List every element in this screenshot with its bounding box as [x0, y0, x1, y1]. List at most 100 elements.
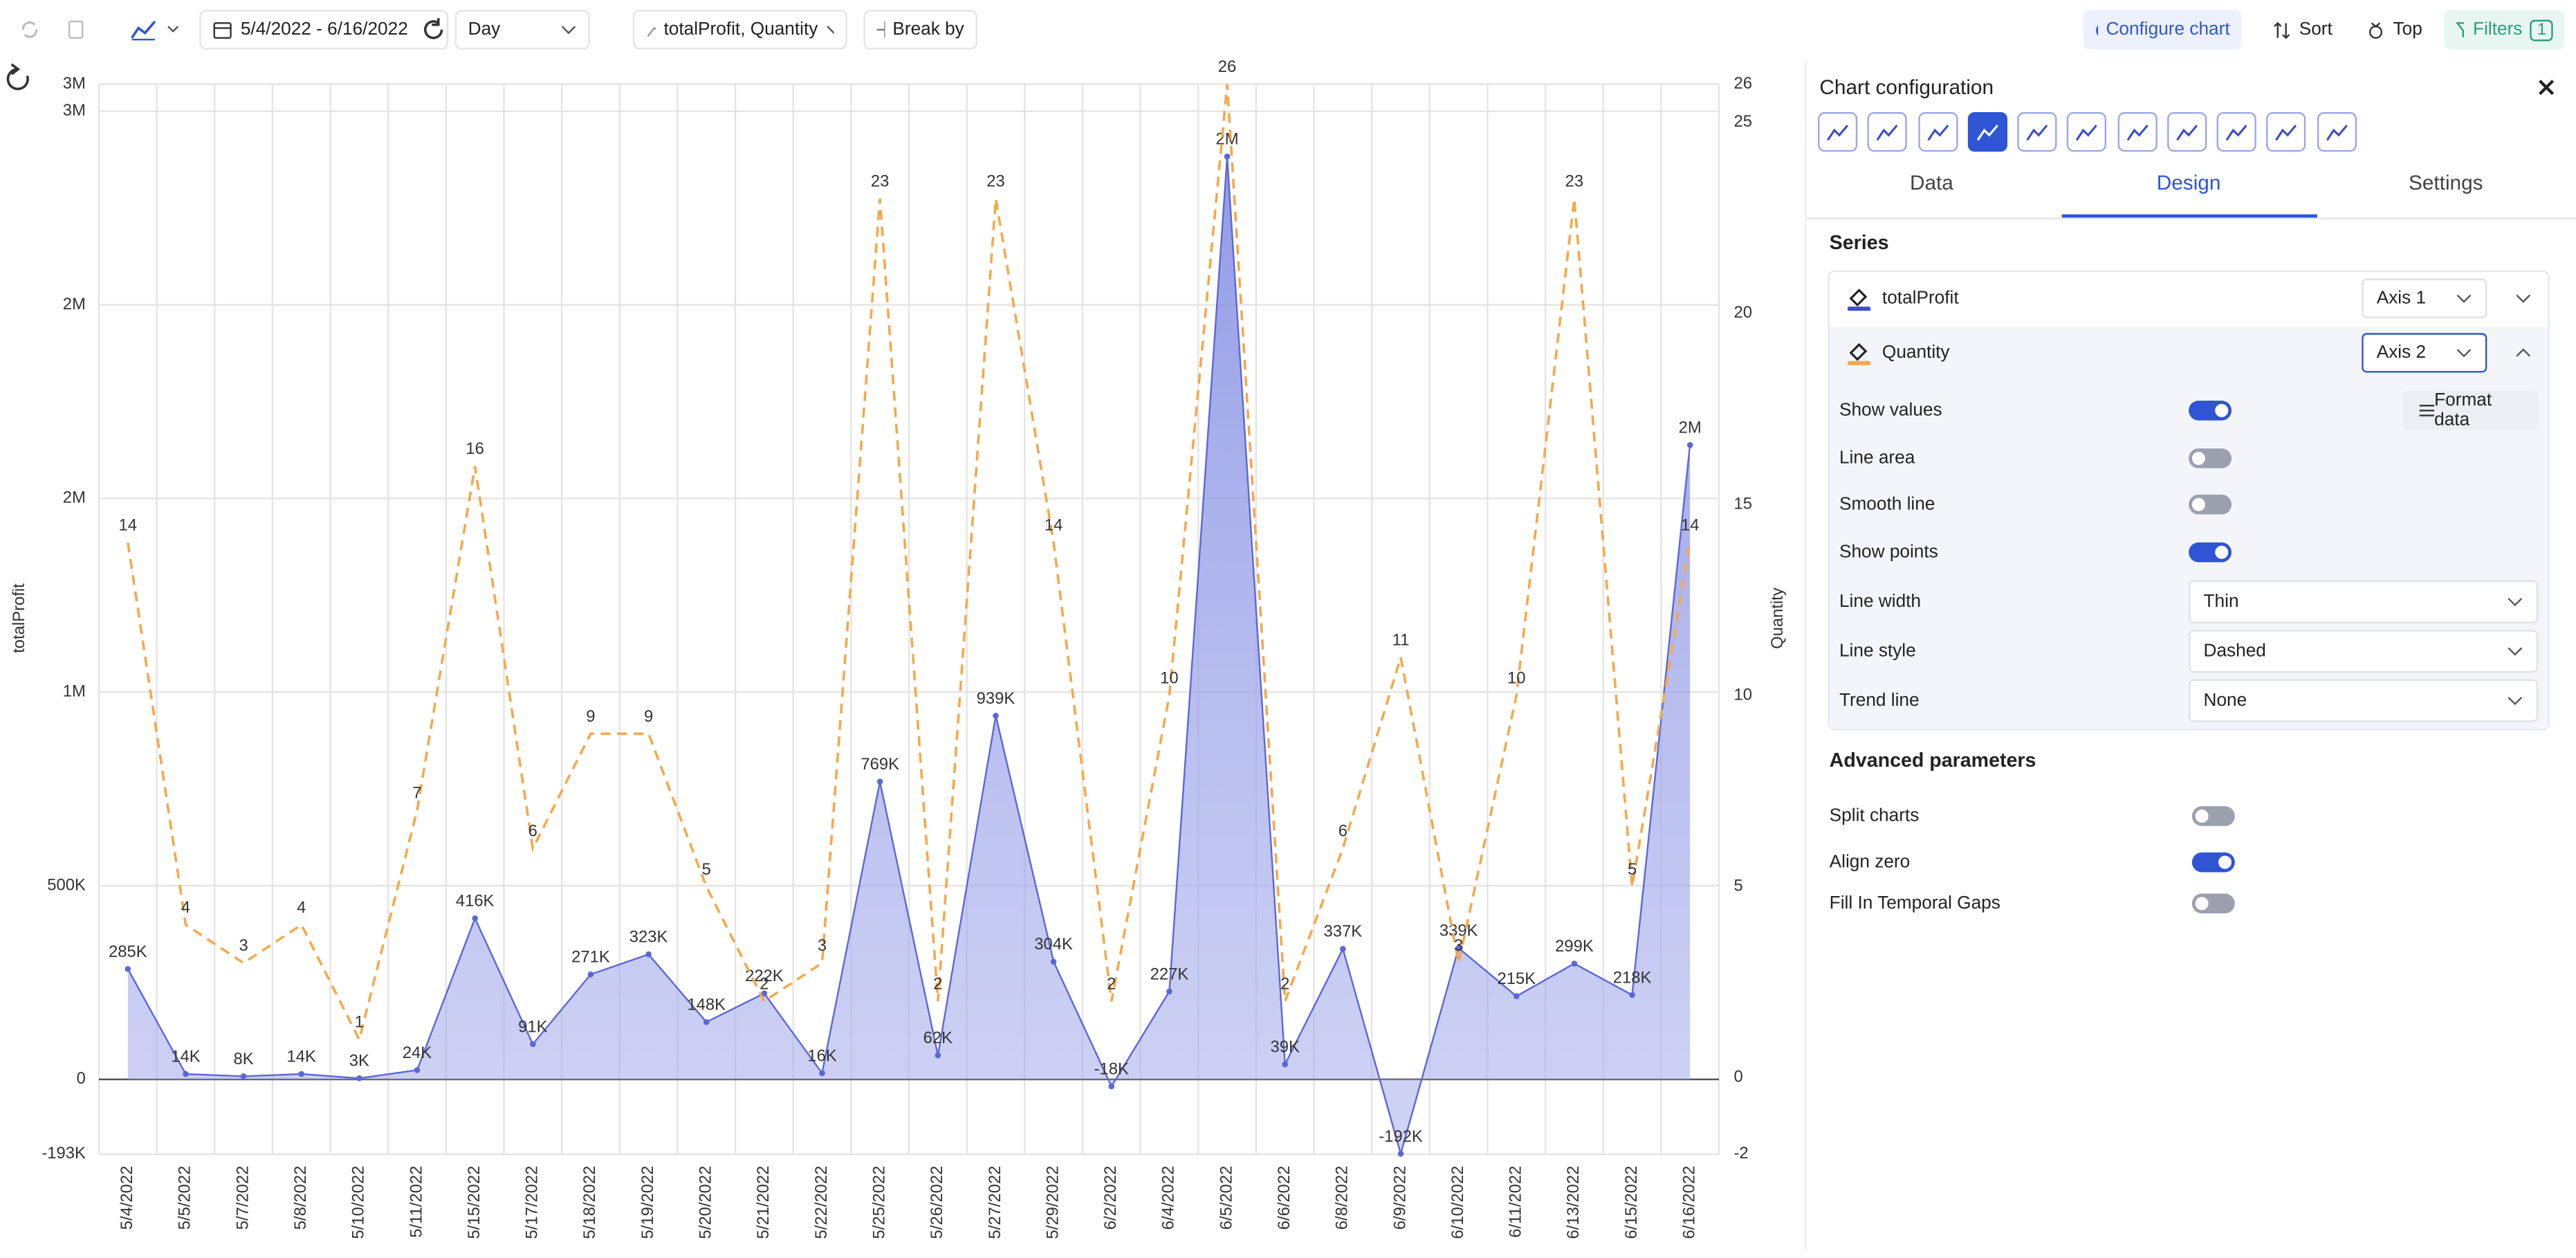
toggle[interactable] [2189, 400, 2232, 421]
select-value: None [2203, 691, 2247, 711]
value-label: 2 [760, 974, 769, 993]
toggle[interactable] [2189, 542, 2232, 563]
value-label: 7 [412, 783, 421, 802]
tab[interactable]: Settings [2408, 171, 2483, 195]
filters[interactable]: Filters 1 [2444, 10, 2565, 50]
value-label: 9 [644, 707, 653, 726]
format-data[interactable]: Format data [2402, 390, 2539, 430]
x-tick-label: 6/13/2022 [1564, 1166, 1583, 1239]
toggle[interactable] [2191, 806, 2235, 826]
date-text: 5/4/2022 - 6/16/2022 [240, 19, 408, 40]
x-tick-label: 5/17/2022 [523, 1166, 542, 1239]
point [645, 951, 652, 958]
x-tick-label: 6/10/2022 [1448, 1166, 1467, 1239]
measures-select[interactable]: totalProfit, Quantity [632, 10, 847, 50]
filters-text: Filters [2473, 19, 2523, 40]
option-select[interactable]: Dashed [2189, 630, 2539, 673]
y2-tick-label: 5 [1733, 877, 1742, 895]
series-box [1828, 270, 2550, 731]
y2-tick-label: 0 [1733, 1068, 1742, 1086]
sort[interactable]: Sort [2261, 10, 2344, 49]
value-label: 304K [1034, 935, 1073, 954]
top[interactable]: Top [2355, 10, 2434, 49]
configure-chart[interactable]: Configure chart [2083, 10, 2242, 50]
y-tick-label: 3M [63, 101, 86, 120]
value-label: 62K [923, 1029, 953, 1048]
close[interactable] [2538, 79, 2555, 95]
point [587, 971, 594, 978]
break-by[interactable]: Break by [863, 10, 977, 50]
chart-type-icon[interactable] [2117, 112, 2158, 152]
y2-tick-label: 15 [1733, 494, 1751, 513]
value-label: 148K [687, 996, 726, 1014]
clipboard[interactable] [53, 10, 99, 49]
area [127, 156, 1691, 1154]
axis-value: Axis 2 [2376, 343, 2427, 363]
chart-type-icon[interactable] [2066, 112, 2106, 152]
date-range[interactable]: 5/4/2022 - 6/16/2022 [199, 10, 449, 50]
granularity-select[interactable]: Day [454, 10, 590, 50]
value-label: 299K [1555, 937, 1594, 956]
series-color[interactable] [1846, 285, 1873, 311]
value-label: 23 [1565, 172, 1583, 191]
value-label: 39K [1271, 1038, 1300, 1057]
break-by-text: Break by [892, 19, 964, 40]
select-value: Dashed [2203, 641, 2266, 662]
x-tick-label: 5/10/2022 [349, 1166, 368, 1239]
chart-type-icon[interactable] [2017, 112, 2057, 152]
advanced-heading: Advanced parameters [1829, 748, 2036, 772]
point [1686, 441, 1693, 448]
option-select[interactable]: None [2189, 679, 2539, 722]
y-tick-label: 0 [77, 1069, 86, 1088]
value-label: 2 [1280, 974, 1289, 993]
value-label: 5 [1628, 860, 1637, 879]
y-tick-label: -193K [42, 1144, 86, 1163]
chart-type-icon[interactable] [2216, 112, 2256, 152]
x-tick-label: 5/5/2022 [176, 1166, 194, 1230]
toggle[interactable] [2191, 852, 2235, 873]
refresh[interactable] [409, 10, 458, 49]
axis-select[interactable]: Axis 1 [2362, 278, 2487, 318]
value-label: 769K [861, 755, 899, 774]
sort-text: Sort [2299, 19, 2333, 40]
expand[interactable] [2515, 292, 2532, 305]
configure-text: Configure chart [2106, 19, 2230, 40]
point [819, 1070, 825, 1077]
point [414, 1067, 421, 1073]
series-name: Quantity [1882, 343, 1950, 363]
x-tick-label: 5/21/2022 [754, 1166, 773, 1239]
chart-type-icon[interactable] [1918, 112, 1958, 152]
collapse[interactable] [2515, 346, 2532, 359]
point [1629, 992, 1635, 999]
reload-chart[interactable] [6, 63, 29, 91]
tab[interactable]: Design [2156, 171, 2221, 195]
axis-select[interactable]: Axis 2 [2362, 333, 2487, 373]
value-label: -18K [1094, 1059, 1129, 1078]
x-tick-label: 5/22/2022 [812, 1166, 831, 1239]
y-axis-title: totalProfit [10, 583, 28, 653]
point [1166, 988, 1172, 995]
tab[interactable]: Data [1909, 171, 1953, 195]
x-tick-label: 6/4/2022 [1159, 1166, 1178, 1230]
chart-type-icon[interactable] [2266, 112, 2306, 152]
value-label: 416K [456, 892, 495, 911]
chart-type-icon[interactable] [1867, 112, 1907, 152]
value-label: 24K [403, 1043, 432, 1062]
value-label: 2 [1107, 974, 1116, 993]
point [1108, 1083, 1115, 1090]
granularity: Day [468, 19, 501, 40]
toggle[interactable] [2189, 448, 2232, 468]
chart-type-icon[interactable] [2317, 112, 2357, 152]
option-select[interactable]: Thin [2189, 580, 2539, 623]
chart-type-icon[interactable] [2167, 112, 2207, 152]
chart-type-icon[interactable] [1967, 112, 2008, 152]
toggle[interactable] [2189, 494, 2232, 515]
point [993, 713, 999, 719]
undo[interactable] [7, 10, 53, 49]
toggle[interactable] [2191, 893, 2235, 914]
chart-type[interactable] [119, 10, 192, 49]
value-label: 3 [818, 936, 827, 955]
chart-type-icon[interactable] [1818, 112, 1858, 152]
series-color[interactable] [1846, 340, 1873, 366]
